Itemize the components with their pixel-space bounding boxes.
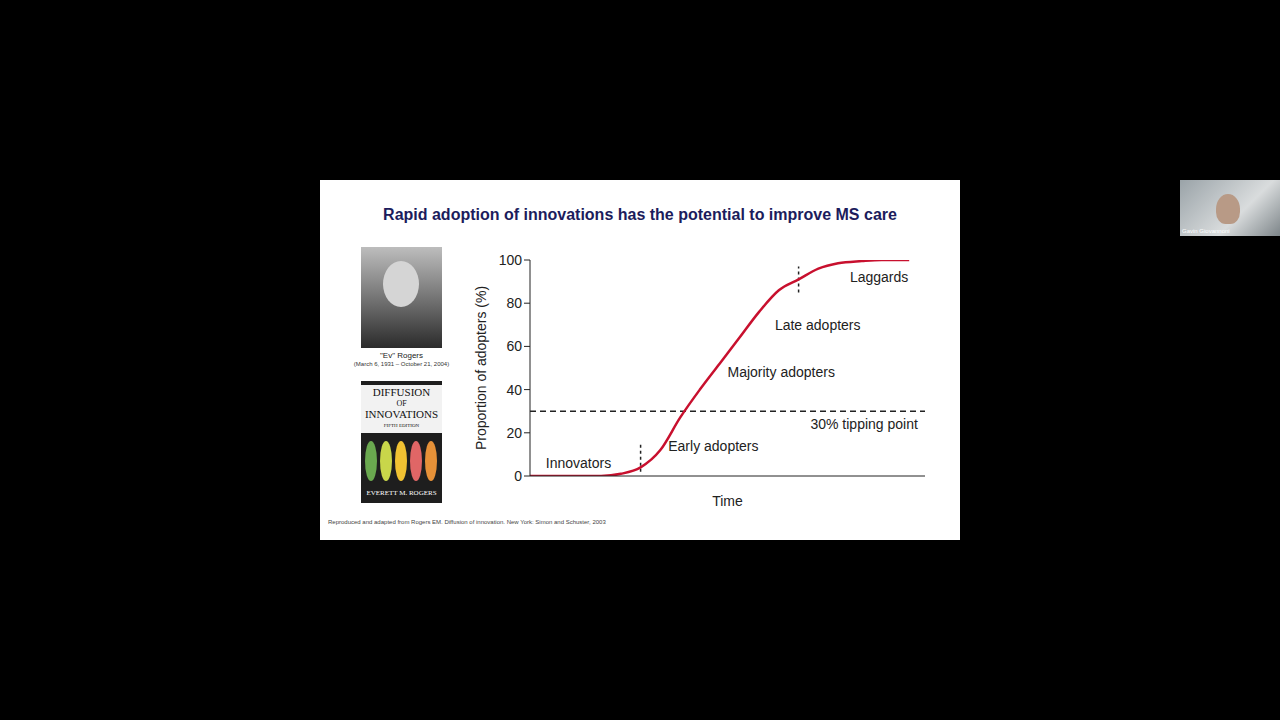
svg-text:Proportion of adopters (%): Proportion of adopters (%) bbox=[473, 286, 489, 450]
svg-text:100: 100 bbox=[499, 252, 523, 268]
svg-text:Laggards: Laggards bbox=[850, 269, 908, 285]
html-text:INNOVATIONS: INNOVATIONS bbox=[364, 408, 439, 420]
html-text:FIFTH EDITION: FIFTH EDITION bbox=[383, 423, 420, 428]
svg-text:Early adopters: Early adopters bbox=[668, 438, 758, 454]
svg-text:60: 60 bbox=[506, 338, 522, 354]
svg-text:Late adopters: Late adopters bbox=[775, 317, 861, 333]
svg-text:80: 80 bbox=[506, 295, 522, 311]
svg-text:Innovators: Innovators bbox=[546, 455, 611, 471]
html-text:EVERETT M. ROGERS: EVERETT M. ROGERS bbox=[366, 489, 437, 497]
svg-text:40: 40 bbox=[506, 382, 522, 398]
svg-text:0: 0 bbox=[514, 468, 522, 484]
svg-text:30% tipping point: 30% tipping point bbox=[810, 416, 918, 432]
html-text:"Ev" Rogers: "Ev" Rogers bbox=[380, 351, 423, 360]
svg-text:20: 20 bbox=[506, 425, 522, 441]
html-text:Reproduced and adapted from Ro: Reproduced and adapted from Rogers EM. D… bbox=[328, 519, 606, 525]
html-text:Gavin Giovannoni: Gavin Giovannoni bbox=[1182, 228, 1230, 234]
html-text:OF: OF bbox=[396, 399, 407, 408]
html-text:(March 6, 1931 – October 21, 2: (March 6, 1931 – October 21, 2004) bbox=[353, 361, 450, 367]
svg-text:Time: Time bbox=[712, 493, 743, 509]
html-text:DIFFUSION: DIFFUSION bbox=[372, 386, 431, 398]
html-text:Rapid adoption of innovations: Rapid adoption of innovations has the po… bbox=[383, 206, 897, 223]
svg-text:Majority adopters: Majority adopters bbox=[728, 364, 835, 380]
